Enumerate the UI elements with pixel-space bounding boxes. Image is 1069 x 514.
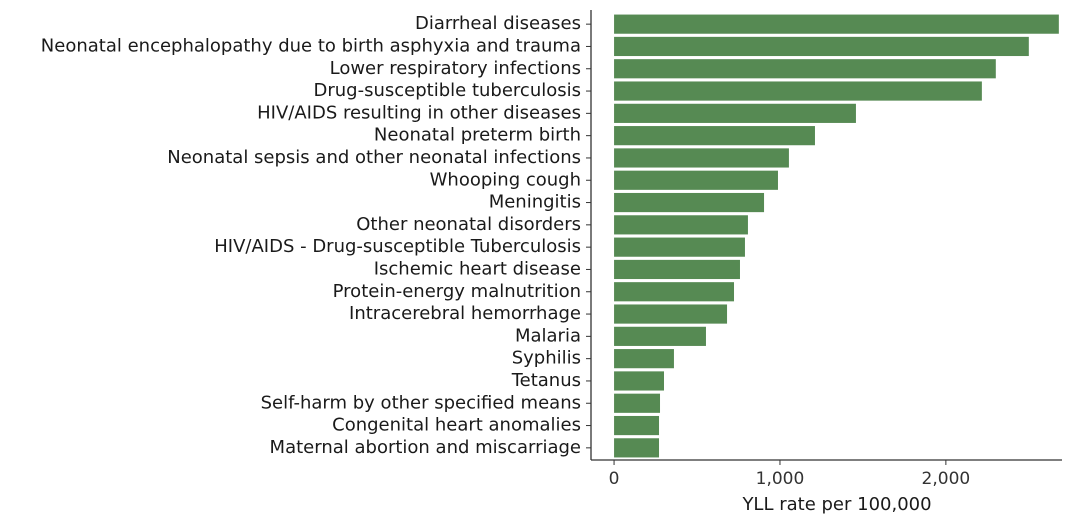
- y-tick-label: Neonatal encephalopathy due to birth asp…: [41, 35, 581, 56]
- bar: [614, 282, 735, 302]
- y-tick-label: Other neonatal disorders: [356, 214, 581, 235]
- bar: [614, 415, 660, 436]
- y-tick-label: Meningitis: [489, 192, 581, 213]
- bar: [614, 215, 748, 235]
- bar: [614, 148, 789, 168]
- y-tick-label: Self-harm by other specified means: [261, 392, 581, 413]
- bar: [614, 304, 728, 324]
- y-tick-label: Malaria: [515, 325, 581, 346]
- y-tick-label: Tetanus: [511, 370, 581, 391]
- x-tick-label: 2,000: [922, 469, 971, 489]
- bar: [614, 349, 674, 369]
- x-tick-label: 1,000: [756, 469, 805, 489]
- y-tick-label: Ischemic heart disease: [374, 258, 581, 279]
- bar: [614, 126, 815, 146]
- bar: [614, 259, 740, 280]
- y-tick-label: Drug-susceptible tuberculosis: [314, 80, 581, 101]
- bar: [614, 14, 1059, 34]
- bar: [614, 59, 996, 79]
- y-tick-label: HIV/AIDS - Drug-susceptible Tuberculosis: [214, 236, 581, 257]
- bar: [614, 103, 856, 123]
- bar: [614, 36, 1029, 57]
- y-tick-label: Syphilis: [512, 348, 581, 369]
- bar: [614, 81, 982, 101]
- y-tick-label: Protein-energy malnutrition: [333, 281, 581, 302]
- y-tick-label: Congenital heart anomalies: [332, 415, 581, 436]
- y-tick-label: Neonatal preterm birth: [374, 125, 581, 146]
- x-tick-label: 0: [609, 469, 620, 489]
- x-axis-title: YLL rate per 100,000: [741, 494, 931, 514]
- bar: [614, 192, 765, 213]
- bar: [614, 170, 778, 190]
- bar: [614, 393, 661, 413]
- bar: [614, 237, 745, 257]
- y-tick-label: Lower respiratory infections: [330, 58, 581, 79]
- y-tick-label: Whooping cough: [430, 169, 581, 190]
- bar: [614, 371, 664, 391]
- y-tick-label: Maternal abortion and miscarriage: [270, 437, 581, 458]
- y-tick-label: Intracerebral hemorrhage: [349, 303, 581, 324]
- y-tick-label: Diarrheal diseases: [415, 13, 581, 34]
- y-tick-label: HIV/AIDS resulting in other diseases: [257, 102, 581, 123]
- y-tick-label: Neonatal sepsis and other neonatal infec…: [167, 147, 581, 168]
- bar: [614, 326, 706, 346]
- bar: [614, 438, 660, 458]
